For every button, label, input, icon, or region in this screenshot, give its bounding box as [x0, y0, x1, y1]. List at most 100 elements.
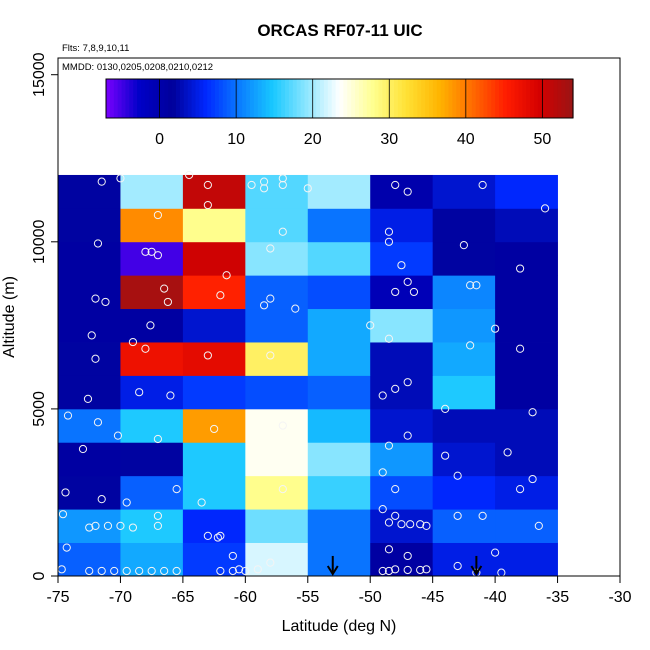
colorbar-segment [471, 79, 477, 118]
heatmap-cell [58, 174, 121, 209]
colorbar-segment [323, 79, 329, 118]
colorbar-segment [553, 79, 559, 118]
sample-point [228, 566, 237, 576]
sample-point [397, 261, 406, 270]
heatmap-cell [307, 342, 371, 376]
sample-point [85, 566, 94, 576]
colorbar-segment [409, 79, 415, 118]
sample-point [153, 511, 163, 520]
colorbar-segment [464, 79, 469, 118]
heatmap-cell [58, 475, 121, 510]
heatmap-cell [370, 174, 434, 209]
heatmap-cell [307, 174, 371, 209]
heatmap-cell [495, 275, 558, 310]
colorbar-segment [176, 79, 181, 118]
sample-point [416, 565, 425, 575]
heatmap-cell [495, 308, 558, 343]
sample-point [93, 418, 103, 427]
sample-point [160, 284, 169, 293]
colorbar-segment [386, 79, 391, 118]
heatmap-cell [370, 208, 434, 243]
x-tick-label: -75 [46, 589, 69, 606]
heatmap-cell [182, 241, 246, 276]
colorbar-segment [160, 79, 165, 118]
colorbar-segment [335, 79, 341, 118]
sample-point [528, 408, 537, 417]
sample-point [422, 565, 431, 574]
sample-point [83, 394, 93, 403]
colorbar-segment [316, 79, 321, 118]
heatmap-cell [120, 509, 184, 543]
colorbar-segment [483, 79, 488, 118]
colorbar-segment [510, 79, 516, 118]
sample-point [116, 174, 125, 183]
sample-point [472, 281, 481, 290]
colorbar-segment [288, 79, 294, 118]
heatmap-cell [182, 342, 246, 376]
sample-point [491, 548, 500, 557]
heatmap-cell [495, 542, 558, 577]
sample-point [153, 251, 163, 260]
heatmap-cell [120, 475, 184, 510]
colorbar-segment [417, 79, 422, 118]
heatmap-cell [245, 542, 309, 577]
sample-point [384, 518, 394, 527]
colorbar-segment [234, 79, 239, 118]
sample-point [441, 451, 450, 460]
colorbar-segment [304, 79, 309, 118]
heatmap-cell [307, 542, 371, 577]
colorbar-segment [534, 79, 539, 118]
heatmap-cell [370, 275, 434, 310]
sample-point [403, 187, 412, 196]
colorbar-segment [382, 79, 387, 118]
sample-point [384, 334, 394, 343]
colorbar-segment [183, 79, 189, 118]
colorbar-segment [432, 79, 438, 118]
colorbar-segment [390, 79, 395, 118]
colorbar-segment [565, 79, 570, 118]
colorbar-segment [487, 79, 492, 118]
colorbar-segment [452, 79, 457, 118]
sample-point [515, 264, 525, 273]
colorbar-segment [522, 79, 527, 118]
sample-point [259, 177, 269, 186]
sample-point [422, 521, 431, 530]
heatmap-cell [245, 475, 309, 510]
heatmap-cell [370, 342, 434, 376]
heatmap-cell [370, 408, 434, 443]
heatmap-cell [120, 408, 184, 443]
colorbar-segment [456, 79, 461, 118]
heatmap-cell [120, 275, 184, 310]
colorbar-segment [265, 79, 271, 118]
sample-point [515, 485, 525, 494]
sample-point [391, 511, 400, 520]
heatmap-cell [432, 308, 496, 343]
x-tick-label: -45 [421, 589, 444, 606]
y-axis-label: Altitude (m) [1, 276, 18, 358]
sample-point [391, 384, 400, 393]
colorbar-segment [148, 79, 154, 118]
sample-point [61, 488, 70, 497]
colorbar-segment [514, 79, 520, 118]
sample-point [163, 297, 173, 307]
heatmap-cell [432, 542, 496, 577]
sample-point [203, 200, 212, 210]
colorbar-segment [172, 79, 177, 118]
y-axis: 0 5000 10000 15000 [31, 52, 58, 580]
heatmap-cell [495, 475, 558, 510]
colorbar-tick-label: 20 [304, 131, 322, 148]
sample-point [122, 498, 131, 507]
sample-point [247, 180, 256, 190]
colorbar-segment [549, 79, 555, 118]
heatmap-cell [307, 475, 371, 510]
sample-point [91, 354, 100, 363]
colorbar-segment [331, 79, 337, 118]
x-tick-label: -55 [296, 589, 319, 606]
heatmap-cell [182, 475, 246, 510]
sample-point [384, 441, 394, 450]
colorbar-segment [545, 79, 551, 118]
colorbar-segment [378, 79, 383, 118]
heatmap-cell [432, 475, 496, 510]
sample-point [185, 170, 194, 180]
heatmap-cell [370, 308, 434, 343]
